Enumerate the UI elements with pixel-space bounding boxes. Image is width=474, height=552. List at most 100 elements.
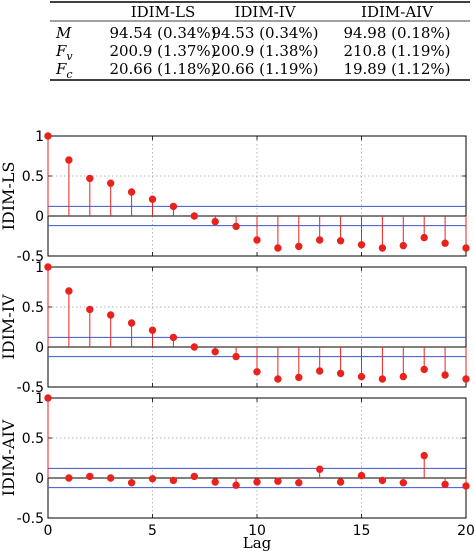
- stem-marker: [378, 375, 387, 383]
- table-cell: 20.66 (1.18%): [109, 60, 216, 78]
- stem-marker: [127, 319, 136, 327]
- stem-marker: [399, 241, 407, 250]
- table-cell: 19.89 (1.12%): [343, 60, 450, 78]
- stem-marker: [441, 480, 449, 489]
- stem-marker: [86, 174, 94, 183]
- stem-marker: [169, 333, 178, 342]
- stem-marker: [274, 244, 282, 252]
- stem-marker: [399, 479, 407, 487]
- y-tick-label: -0.5: [17, 511, 44, 527]
- x-tick-label: 20: [457, 523, 474, 539]
- table-row-label: Fv: [55, 42, 73, 63]
- y-tick-label: 0: [35, 471, 44, 487]
- stem-marker: [357, 372, 366, 381]
- stem-marker: [274, 477, 282, 485]
- stem-marker: [462, 375, 470, 383]
- stem-marker: [336, 478, 345, 486]
- stem-marker: [253, 236, 261, 244]
- table-row-label: M: [55, 24, 72, 42]
- stem-marker: [295, 479, 303, 487]
- stem-marker: [232, 352, 240, 361]
- stem-marker: [274, 375, 282, 383]
- stem-marker: [148, 195, 157, 203]
- stem-marker: [378, 476, 387, 485]
- y-tick-label: 0.5: [22, 169, 44, 185]
- stem-marker: [190, 212, 199, 220]
- stem-marker: [253, 368, 261, 376]
- stem-marker: [169, 476, 178, 485]
- stem-marker: [65, 156, 73, 164]
- stem-marker: [462, 244, 470, 252]
- results-table: IDIM-LS IDIM-IV IDIM-AIV M 94.54 (0.34%)94.5…: [50, 1, 470, 81]
- table-cell: 94.98 (0.18%): [343, 24, 450, 42]
- y-tick-label: 1: [35, 129, 44, 145]
- stem-marker: [148, 326, 157, 334]
- y-tick-label: 1: [35, 391, 44, 407]
- table-cell: 200.9 (1.38%): [211, 42, 318, 60]
- stem-marker: [441, 239, 449, 247]
- y-tick-label: 0.5: [22, 431, 44, 447]
- stem-marker: [107, 474, 115, 482]
- stem-marker: [378, 244, 387, 252]
- stem-marker: [316, 465, 324, 473]
- stem-marker: [44, 132, 52, 140]
- stem-marker: [211, 348, 219, 356]
- y-axis-label: IDIM-LS: [0, 162, 18, 231]
- stem-marker: [127, 188, 136, 196]
- table-cell: 210.8 (1.19%): [343, 42, 450, 60]
- stem-marker: [316, 236, 324, 244]
- stem-marker: [86, 472, 94, 481]
- stem-chart-1: 1 0.5 0 -0.5 IDIM-LS: [0, 129, 470, 265]
- stem-marker: [65, 287, 73, 295]
- y-tick-label: -0.5: [17, 249, 44, 265]
- stem-marker: [65, 474, 73, 482]
- y-tick-label: 1: [35, 260, 44, 276]
- stem-marker: [253, 478, 261, 486]
- stem-marker: [148, 475, 157, 483]
- table-cell: 94.53 (0.34%): [211, 24, 318, 42]
- stem-marker: [44, 263, 52, 271]
- y-axis-label: IDIM-AIV: [0, 419, 18, 496]
- stem-marker: [232, 481, 240, 489]
- stem-marker: [420, 451, 428, 460]
- stem-marker: [336, 369, 345, 378]
- stem-marker: [357, 471, 366, 480]
- stem-chart-2: 1 0.5 0 -0.5 IDIM-IV: [0, 260, 470, 396]
- stem-marker: [295, 242, 303, 251]
- stem-marker: [336, 237, 345, 245]
- stem-marker: [420, 365, 428, 374]
- y-axis-label: IDIM-IV: [0, 294, 18, 360]
- stem-marker: [462, 482, 470, 490]
- stem-marker: [232, 222, 240, 231]
- stem-marker: [107, 179, 115, 187]
- stem-marker: [211, 217, 219, 226]
- table-header-cell: IDIM-LS: [131, 3, 196, 21]
- table-cell: 20.66 (1.19%): [211, 60, 318, 78]
- stem-marker: [169, 202, 178, 211]
- y-tick-label: 0: [35, 209, 44, 225]
- acf-stem-charts: 10.50-0.5IDIM-LS10.50-0.5IDIM-IV10.50-0.…: [0, 129, 474, 552]
- x-tick-label: 10: [248, 523, 266, 539]
- stem-marker: [190, 472, 199, 481]
- stem-marker: [399, 372, 407, 381]
- stem-marker: [420, 233, 428, 242]
- y-tick-label: 0: [35, 340, 44, 356]
- stem-marker: [211, 478, 219, 486]
- table-row-label: Fc: [55, 60, 73, 81]
- table-cell: 94.54 (0.34%): [109, 24, 216, 42]
- stem-marker: [316, 367, 324, 375]
- stem-marker: [107, 311, 115, 319]
- table-header-cell: IDIM-IV: [234, 3, 296, 21]
- stem-marker: [441, 371, 449, 379]
- stem-marker: [86, 305, 94, 314]
- stem-marker: [295, 373, 303, 382]
- stem-marker: [127, 479, 136, 487]
- stem-marker: [357, 241, 366, 249]
- x-tick-label: 15: [353, 523, 371, 539]
- x-tick-label: 5: [148, 523, 157, 539]
- stem-marker: [44, 394, 52, 402]
- table-cell: 200.9 (1.37%): [109, 42, 216, 60]
- stem-marker: [190, 343, 199, 351]
- y-tick-label: 0.5: [22, 300, 44, 316]
